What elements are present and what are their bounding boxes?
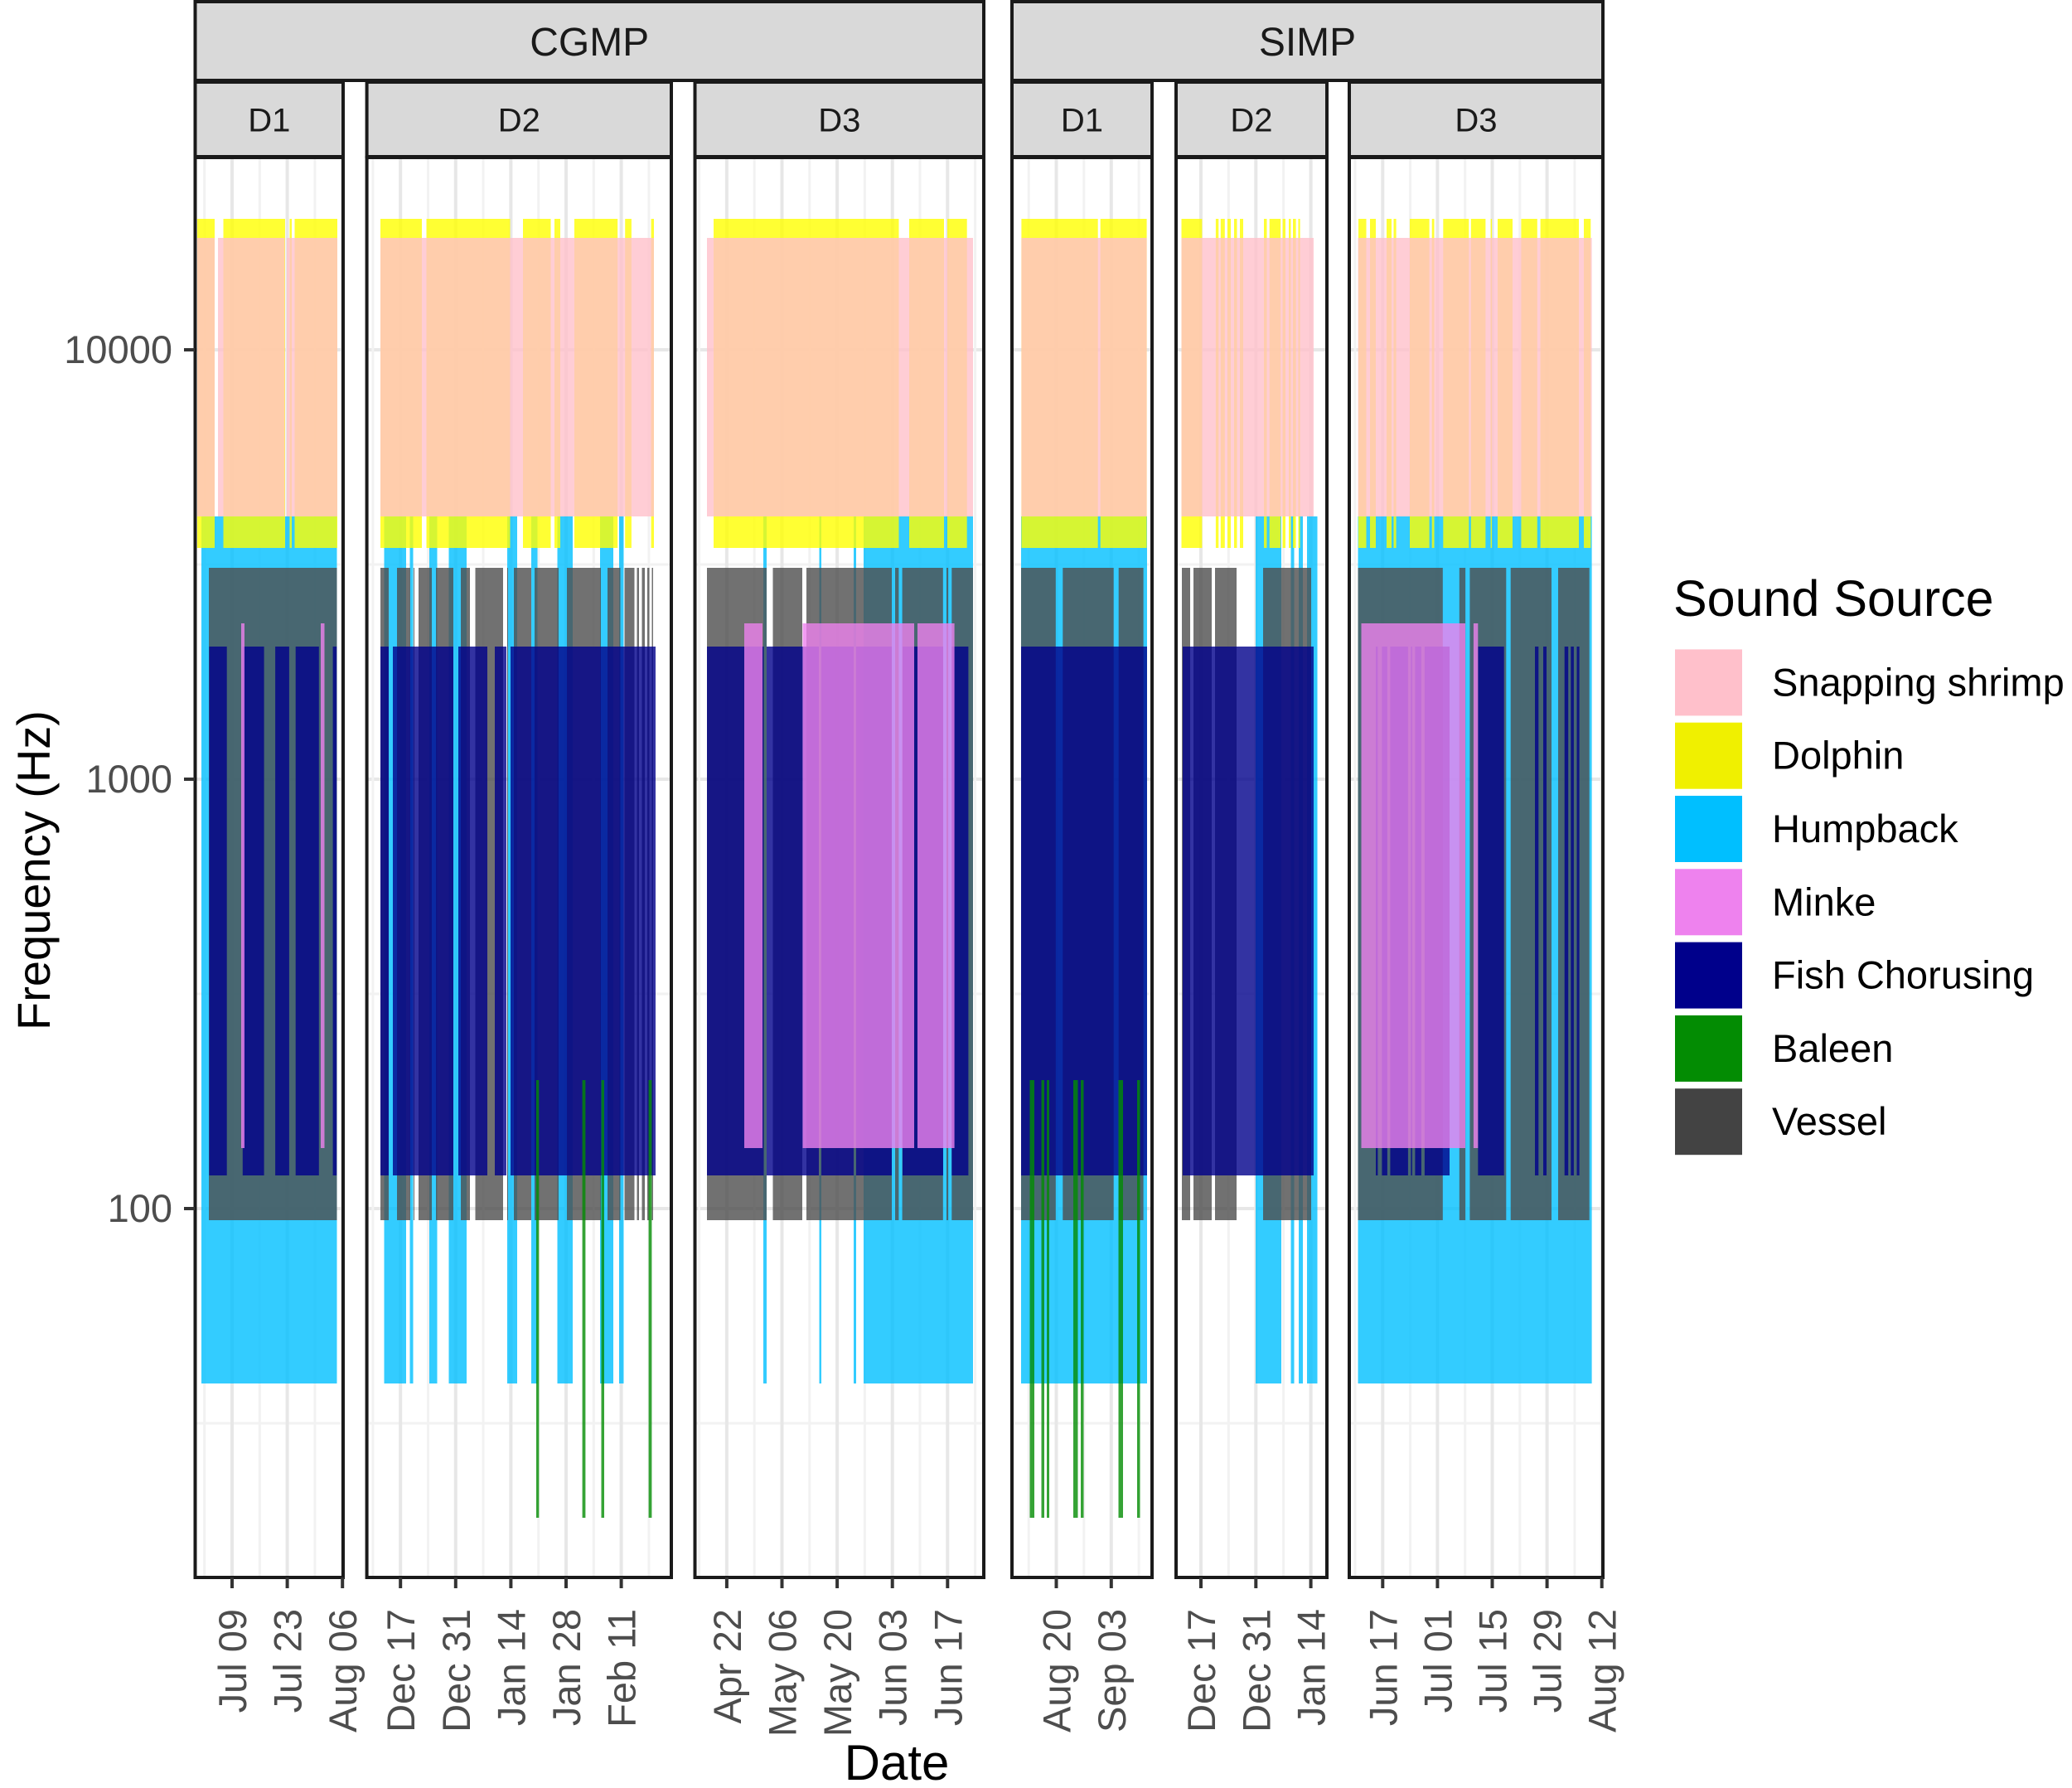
svg-text:Snapping shrimp: Snapping shrimp — [1772, 660, 2065, 704]
svg-text:Apr 22: Apr 22 — [705, 1609, 749, 1723]
svg-text:Dec 31: Dec 31 — [434, 1609, 478, 1732]
svg-text:Dec 31: Dec 31 — [1234, 1609, 1278, 1732]
svg-text:Jul 29: Jul 29 — [1526, 1609, 1570, 1713]
svg-text:Jul 15: Jul 15 — [1471, 1609, 1515, 1713]
svg-text:Jan 28: Jan 28 — [545, 1609, 588, 1726]
svg-text:Aug 12: Aug 12 — [1581, 1609, 1624, 1732]
svg-text:D3: D3 — [818, 102, 860, 138]
svg-text:Jun 03: Jun 03 — [871, 1609, 915, 1726]
svg-text:Jul 09: Jul 09 — [211, 1609, 254, 1713]
svg-text:Vessel: Vessel — [1772, 1099, 1886, 1143]
svg-text:CGMP: CGMP — [530, 21, 649, 65]
svg-text:Dec 17: Dec 17 — [379, 1609, 423, 1732]
svg-text:Minke: Minke — [1772, 879, 1876, 923]
svg-text:Aug 06: Aug 06 — [321, 1609, 365, 1732]
svg-text:Dec 17: Dec 17 — [1179, 1609, 1223, 1732]
svg-text:Feb 11: Feb 11 — [600, 1609, 644, 1727]
svg-text:Aug 20: Aug 20 — [1035, 1609, 1079, 1732]
svg-text:Dolphin: Dolphin — [1772, 734, 1904, 778]
svg-text:Date: Date — [845, 1735, 950, 1784]
svg-text:May 20: May 20 — [816, 1609, 859, 1737]
svg-text:Jun 17: Jun 17 — [926, 1609, 970, 1726]
svg-text:Jan 14: Jan 14 — [1290, 1609, 1334, 1726]
svg-text:1000: 1000 — [85, 757, 172, 801]
svg-text:Fish Chorusing: Fish Chorusing — [1772, 953, 2034, 997]
svg-text:D2: D2 — [1230, 102, 1272, 138]
svg-text:D1: D1 — [1061, 102, 1103, 138]
svg-text:Humpback: Humpback — [1772, 807, 1958, 850]
svg-text:Jul 01: Jul 01 — [1416, 1609, 1460, 1713]
svg-text:SIMP: SIMP — [1259, 21, 1356, 65]
svg-text:Frequency (Hz): Frequency (Hz) — [7, 710, 60, 1030]
svg-text:Jul 23: Jul 23 — [266, 1609, 310, 1713]
svg-text:Sep 03: Sep 03 — [1090, 1609, 1134, 1732]
svg-text:May 06: May 06 — [761, 1609, 805, 1737]
svg-text:D1: D1 — [248, 102, 290, 138]
svg-text:D2: D2 — [498, 102, 540, 138]
svg-text:10000: 10000 — [64, 327, 172, 371]
svg-text:D3: D3 — [1455, 102, 1497, 138]
svg-text:Jun 17: Jun 17 — [1361, 1609, 1405, 1726]
svg-text:Sound Source: Sound Source — [1673, 570, 1994, 627]
svg-text:100: 100 — [108, 1186, 172, 1230]
svg-text:Jan 14: Jan 14 — [489, 1609, 533, 1726]
svg-text:Baleen: Baleen — [1772, 1026, 1893, 1070]
